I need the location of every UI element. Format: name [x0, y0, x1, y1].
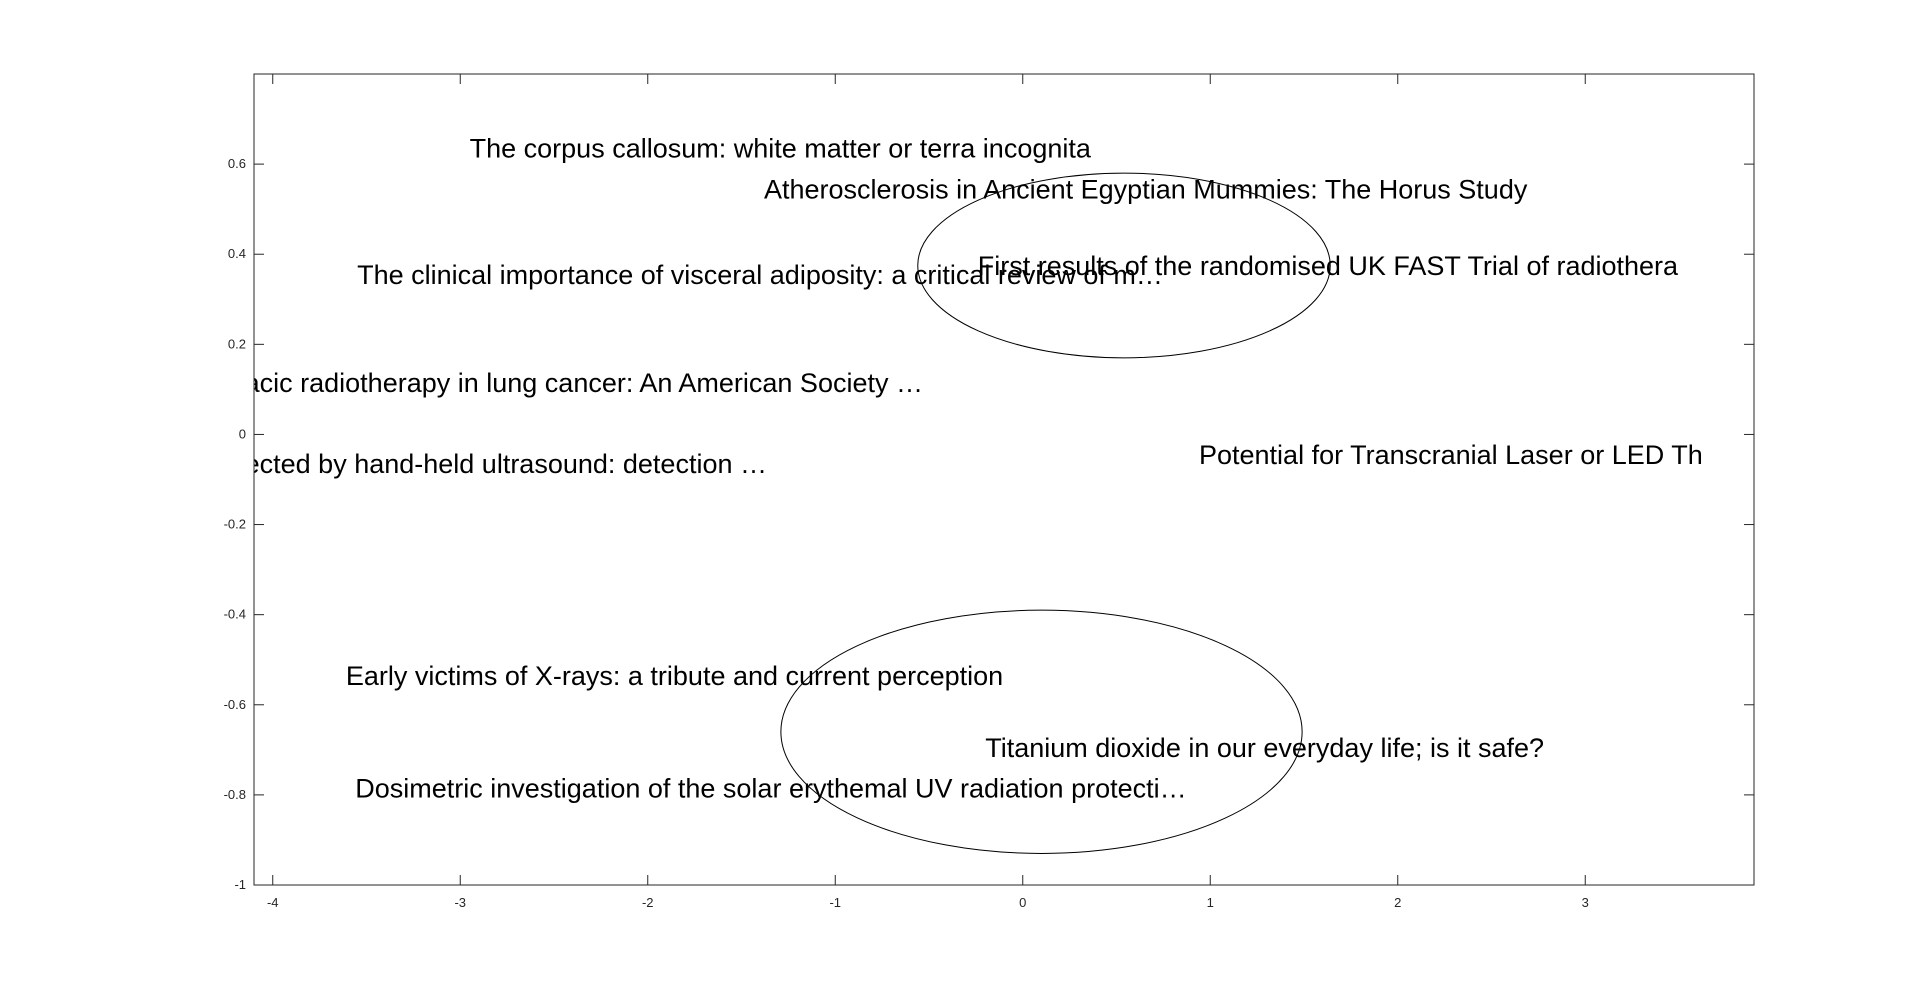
y-tick-label: -0.2: [224, 517, 246, 532]
y-tick-label: 0.4: [228, 246, 246, 261]
point-label-2: Atherosclerosis in Ancient Egyptian Mumm…: [764, 174, 1528, 204]
y-tick-label: 0: [239, 426, 246, 441]
y-tick-label: -0.6: [224, 697, 246, 712]
y-tick-label: -0.4: [224, 607, 246, 622]
point-label-9: Titanium dioxide in our everyday life; i…: [985, 733, 1544, 763]
y-tick-label: -1: [234, 877, 246, 892]
x-tick-label: -4: [267, 895, 279, 910]
point-label-5: acic radiotherapy in lung cancer: An Ame…: [245, 368, 923, 398]
axes: -4 -3 -2 -1 0 1 2 3 0.6 0.4 0.2 0 -0.2 -0.4 -0.6 -0.8 -1: [224, 73, 1755, 910]
y-tick-label: 0.6: [228, 156, 246, 171]
point-label-3: First results of the randomised UK FAST …: [978, 251, 1679, 281]
x-tick-label: 1: [1207, 895, 1214, 910]
x-tick-label: 0: [1019, 895, 1026, 910]
point-label-4: The clinical importance of visceral adip…: [357, 260, 1163, 290]
plot-area: The corpus callosum: white matter or ter…: [245, 134, 1703, 854]
y-tick-label: -0.8: [224, 787, 246, 802]
axes-box: [253, 73, 1755, 886]
point-label-6: Potential for Transcranial Laser or LED …: [1199, 440, 1703, 470]
x-tick-label: -1: [829, 895, 841, 910]
x-tick-label: -3: [454, 895, 466, 910]
point-label-7: ected by hand-held ultrasound: detection…: [245, 449, 767, 479]
x-tick-label: 3: [1582, 895, 1589, 910]
cluster-ellipse-1: [917, 172, 1331, 359]
point-label-8: Early victims of X-rays: a tribute and c…: [346, 661, 1003, 691]
y-tick-label: 0.2: [228, 336, 246, 351]
x-tick-label: -2: [642, 895, 654, 910]
point-label-1: The corpus callosum: white matter or ter…: [470, 134, 1092, 164]
x-tick-label: 2: [1394, 895, 1401, 910]
point-label-10: Dosimetric investigation of the solar er…: [355, 774, 1186, 804]
cluster-ellipse-2: [780, 609, 1303, 854]
